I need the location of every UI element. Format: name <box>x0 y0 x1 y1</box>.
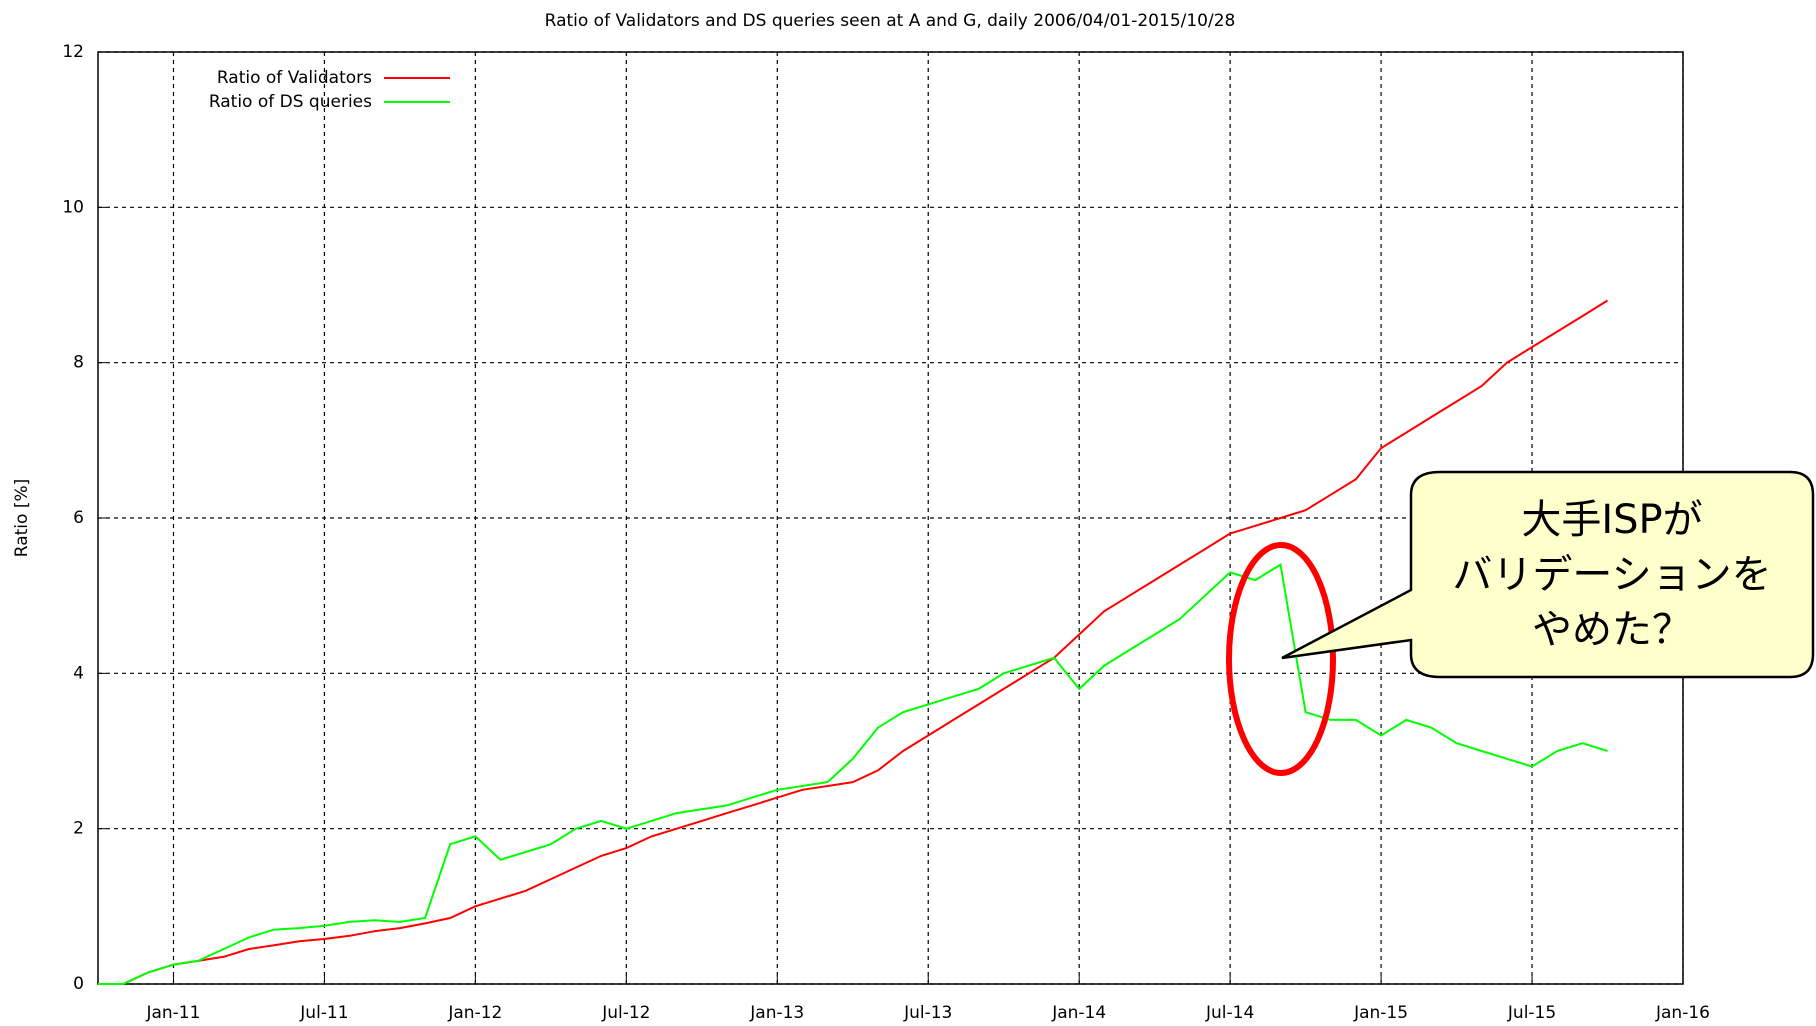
x-tick-label: Jul-11 <box>299 1003 348 1022</box>
callout-text: やめた？ <box>1532 607 1692 653</box>
callout-text: バリデーションを <box>1452 552 1771 598</box>
data-line <box>98 562 1608 985</box>
x-tick-label: Jul-15 <box>1507 1003 1556 1022</box>
y-tick-label: 8 <box>73 353 84 373</box>
y-tick-label: 4 <box>73 663 84 683</box>
y-tick-label: 2 <box>73 819 84 839</box>
chart-title: Ratio of Validators and DS queries seen … <box>545 11 1236 31</box>
callout-text: 大手ISPが <box>1521 497 1702 543</box>
y-tick-label: 10 <box>62 197 84 217</box>
x-tick-label: Jan-15 <box>1353 1003 1408 1022</box>
legend-label: Ratio of DS queries <box>209 92 372 112</box>
x-tick-label: Jan-11 <box>145 1003 200 1022</box>
x-tick-label: Jan-14 <box>1051 1003 1106 1022</box>
y-tick-label: 6 <box>73 508 84 528</box>
y-axis-label: Ratio [%] <box>12 479 32 557</box>
x-tick-label: Jul-12 <box>601 1003 650 1022</box>
x-tick-label: Jul-14 <box>1205 1003 1254 1022</box>
data-line <box>98 299 1609 985</box>
highlight-ellipse <box>1226 542 1336 776</box>
x-tick-label: Jul-13 <box>903 1003 952 1022</box>
y-tick-label: 12 <box>62 42 84 62</box>
x-tick-label: Jan-16 <box>1655 1003 1710 1022</box>
x-tick-label: Jan-12 <box>447 1003 502 1022</box>
y-tick-label: 0 <box>73 974 84 994</box>
x-tick-label: Jan-13 <box>749 1003 804 1022</box>
callout-bubble <box>1281 470 1815 679</box>
legend-label: Ratio of Validators <box>217 68 372 88</box>
